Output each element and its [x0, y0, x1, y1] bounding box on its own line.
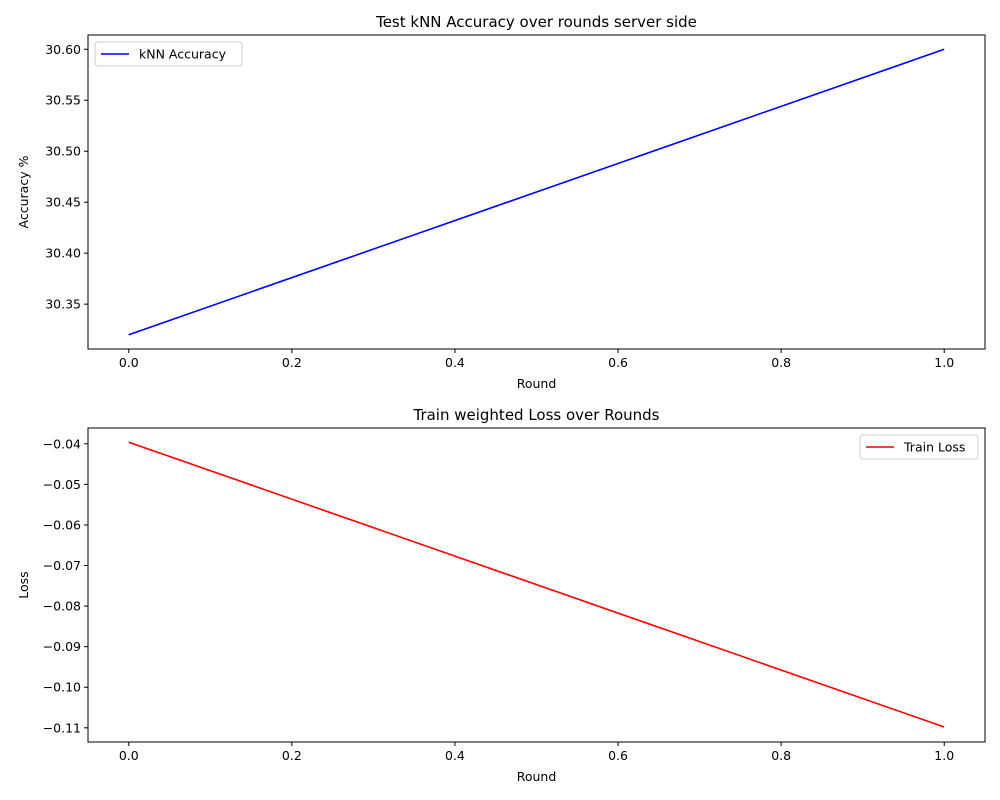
accuracy-x-tick-label: 0.0: [119, 355, 139, 370]
loss-legend-label: Train Loss: [903, 440, 965, 455]
accuracy-y-axis-label: Accuracy %: [16, 155, 31, 228]
loss-legend: Train Loss: [859, 434, 979, 460]
accuracy-legend-label: kNN Accuracy: [139, 47, 227, 62]
loss-y-tick-label: −0.07: [43, 558, 81, 573]
loss-y-tick-label: −0.06: [43, 517, 81, 532]
loss-x-tick-label: 0.8: [771, 748, 791, 763]
accuracy-y-tick-label: 30.50: [45, 144, 81, 159]
loss-legend-box: [859, 434, 979, 460]
loss-y-tick-label: −0.09: [43, 639, 81, 654]
accuracy-chart: Test kNN Accuracy over rounds server sid…: [16, 13, 986, 391]
loss-x-tick-label: 0.6: [608, 748, 628, 763]
loss-y-tick-label: −0.11: [43, 720, 81, 735]
loss-x-tick-label: 1.0: [934, 748, 954, 763]
loss-y-tick-label: −0.10: [43, 680, 81, 695]
accuracy-legend: kNN Accuracy: [94, 41, 243, 67]
accuracy-legend-box: [94, 41, 243, 67]
loss-x-axis-label: Round: [517, 769, 557, 784]
loss-y-tick-label: −0.04: [43, 436, 81, 451]
accuracy-x-tick-label: 0.4: [445, 355, 465, 370]
accuracy-x-tick-label: 0.6: [608, 355, 628, 370]
loss-x-tick-label: 0.4: [445, 748, 465, 763]
accuracy-series-line: [128, 48, 945, 336]
accuracy-x-tick-label: 0.8: [771, 355, 791, 370]
loss-x-tick-label: 0.0: [119, 748, 139, 763]
accuracy-y-tick-label: 30.35: [45, 297, 81, 312]
accuracy-y-tick-label: 30.55: [45, 93, 81, 108]
loss-x-tick-label: 0.2: [282, 748, 302, 763]
accuracy-chart-title: Test kNN Accuracy over rounds server sid…: [375, 13, 697, 31]
accuracy-y-tick-label: 30.40: [45, 246, 81, 261]
accuracy-x-tick-label: 0.2: [282, 355, 302, 370]
accuracy-y-tick-label: 30.60: [45, 42, 81, 57]
accuracy-x-tick-label: 1.0: [934, 355, 954, 370]
loss-chart-title: Train weighted Loss over Rounds: [412, 406, 659, 424]
loss-y-axis-label: Loss: [16, 571, 31, 598]
loss-plot-frame: [87, 427, 986, 743]
accuracy-y-tick-label: 30.45: [45, 195, 81, 210]
loss-y-tick-label: −0.08: [43, 599, 81, 614]
accuracy-plot-frame: [87, 34, 986, 350]
loss-chart: Train weighted Loss over Rounds 0.0 0.2 0.4…: [16, 406, 986, 784]
loss-series-line: [128, 441, 945, 728]
accuracy-x-axis-label: Round: [517, 376, 557, 391]
loss-y-tick-label: −0.05: [43, 477, 81, 492]
